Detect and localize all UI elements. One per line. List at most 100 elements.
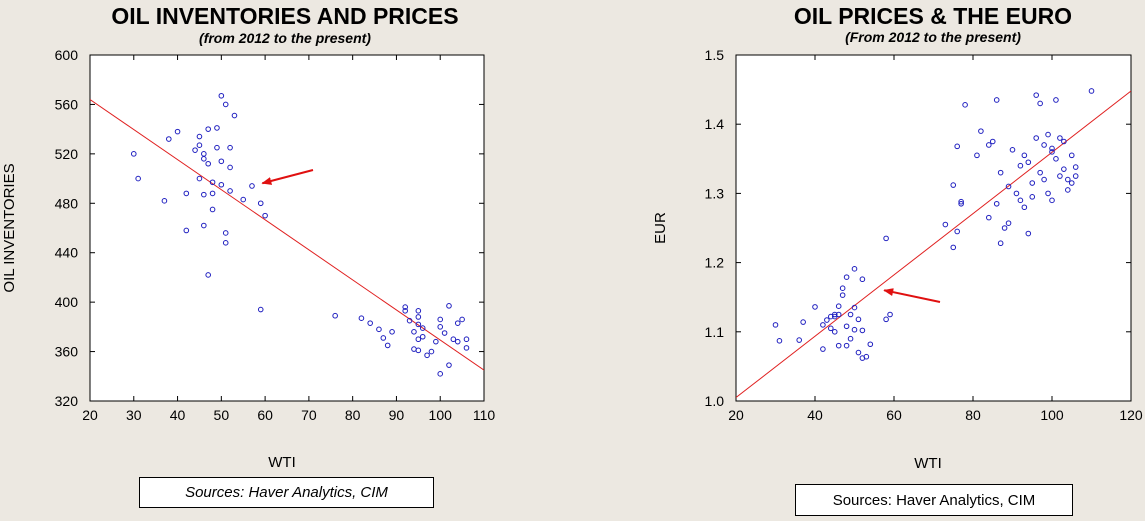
chart-subtitle: (From 2012 to the present) xyxy=(845,29,1021,45)
data-point xyxy=(800,319,806,325)
data-point xyxy=(835,311,842,318)
data-point xyxy=(166,136,172,142)
data-point xyxy=(214,144,220,151)
data-point xyxy=(812,304,818,310)
data-point xyxy=(820,346,826,352)
data-point xyxy=(222,101,229,108)
data-point xyxy=(1065,176,1071,183)
data-point xyxy=(1045,131,1051,138)
data-point xyxy=(1049,149,1055,155)
data-point xyxy=(954,143,961,150)
data-point xyxy=(415,321,422,328)
regression-line xyxy=(736,90,1131,398)
plot-area xyxy=(735,54,1132,402)
data-point xyxy=(950,182,957,188)
data-point xyxy=(1037,100,1043,107)
data-point xyxy=(824,317,830,323)
data-point xyxy=(989,138,996,145)
data-point xyxy=(839,292,846,298)
data-point xyxy=(835,342,842,349)
chart-1: 20 30 40 50 60 70 80 90 100 110 320 360 400 440 480 520… xyxy=(1,47,495,471)
data-point xyxy=(1061,166,1067,172)
data-point xyxy=(419,333,426,340)
data-point xyxy=(174,128,181,135)
data-point xyxy=(433,338,439,345)
data-point xyxy=(376,326,382,333)
data-point xyxy=(1057,173,1063,179)
data-point xyxy=(201,191,207,198)
data-point xyxy=(997,169,1004,176)
data-point xyxy=(332,312,338,319)
y-tick-label: 1.4 xyxy=(705,116,725,132)
data-point xyxy=(997,240,1004,247)
data-point xyxy=(218,92,225,99)
data-point xyxy=(1053,156,1059,162)
data-point xyxy=(380,335,387,341)
data-point xyxy=(1037,169,1043,176)
data-point xyxy=(1025,159,1032,166)
data-point xyxy=(1041,142,1047,148)
y-tick-label: 400 xyxy=(55,294,79,310)
data-point xyxy=(1017,162,1024,169)
data-point xyxy=(776,337,783,344)
x-tick-label: 120 xyxy=(1119,407,1143,423)
data-point xyxy=(446,303,452,309)
data-point xyxy=(835,303,842,309)
data-point xyxy=(986,142,992,148)
data-point xyxy=(962,102,968,108)
data-point xyxy=(402,307,409,314)
data-point xyxy=(227,164,233,171)
y-tick-label: 360 xyxy=(55,344,79,360)
data-point xyxy=(415,307,422,314)
data-point xyxy=(843,323,850,330)
data-point xyxy=(1033,92,1039,98)
data-point xyxy=(209,206,216,213)
data-point xyxy=(1049,145,1055,152)
data-point xyxy=(1009,147,1016,153)
data-point xyxy=(1001,225,1008,231)
data-point xyxy=(851,266,858,272)
regression-line xyxy=(90,99,484,371)
data-point xyxy=(863,353,870,360)
data-point xyxy=(209,179,216,186)
data-point xyxy=(411,329,417,335)
data-point xyxy=(986,214,992,221)
data-point xyxy=(859,327,866,334)
data-point xyxy=(437,371,444,377)
y-tick-label: 1.2 xyxy=(705,255,725,271)
data-point xyxy=(384,342,391,349)
data-point xyxy=(463,336,470,343)
data-point xyxy=(851,304,858,311)
x-tick-label: 100 xyxy=(1040,407,1064,423)
data-point xyxy=(415,336,422,343)
data-point xyxy=(855,349,862,356)
data-point xyxy=(831,329,838,335)
data-point xyxy=(218,158,225,165)
source-note: Sources: Haver Analytics, CIM xyxy=(139,477,434,508)
data-point xyxy=(831,311,838,318)
x-tick-label: 40 xyxy=(807,407,823,423)
x-tick-label: 80 xyxy=(965,407,981,423)
data-point xyxy=(1088,88,1095,94)
chart-2: 20 40 60 80 100 120 1.0 1.1 1.2 1.3 1.4 1.5 WTI EUR xyxy=(652,47,1143,472)
data-point xyxy=(249,183,255,189)
data-point xyxy=(843,274,850,280)
x-tick-label: 70 xyxy=(301,407,317,423)
data-point xyxy=(358,315,365,322)
data-point xyxy=(196,133,203,140)
data-point xyxy=(847,335,854,342)
data-point xyxy=(974,152,980,159)
data-point xyxy=(855,316,862,323)
data-point xyxy=(1021,204,1028,211)
y-tick-label: 480 xyxy=(55,195,79,211)
y-tick-label: 560 xyxy=(55,96,79,112)
data-point xyxy=(839,285,846,292)
data-point xyxy=(257,200,264,207)
data-point xyxy=(958,198,964,205)
data-point xyxy=(1017,197,1024,204)
x-tick-label: 90 xyxy=(389,407,405,423)
data-point xyxy=(843,342,850,349)
data-point xyxy=(1068,180,1075,186)
data-point xyxy=(993,200,1000,207)
data-point xyxy=(201,222,207,229)
